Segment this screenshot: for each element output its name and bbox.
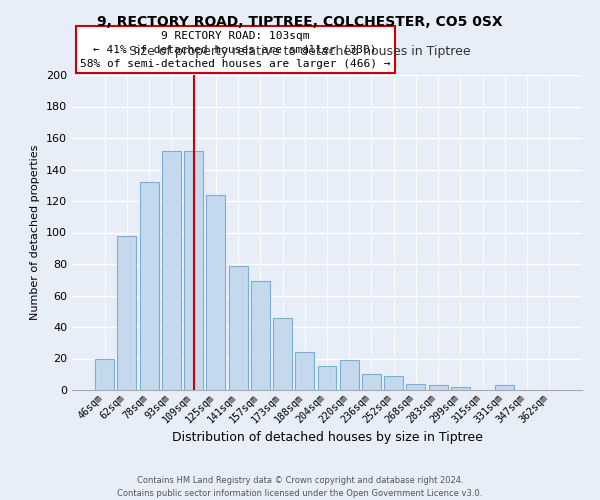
Bar [273, 318, 292, 390]
Text: Contains HM Land Registry data © Crown copyright and database right 2024.
Contai: Contains HM Land Registry data © Crown c… [118, 476, 482, 498]
Bar [384, 376, 403, 390]
Bar [451, 387, 470, 390]
Bar [340, 360, 359, 390]
Text: 9 RECTORY ROAD: 103sqm
← 41% of detached houses are smaller (330)
58% of semi-de: 9 RECTORY ROAD: 103sqm ← 41% of detached… [80, 30, 391, 68]
Bar [118, 236, 136, 390]
Bar [295, 352, 314, 390]
Y-axis label: Number of detached properties: Number of detached properties [31, 145, 40, 320]
Bar [406, 384, 425, 390]
X-axis label: Distribution of detached houses by size in Tiptree: Distribution of detached houses by size … [172, 431, 482, 444]
Bar [162, 150, 181, 390]
Text: Size of property relative to detached houses in Tiptree: Size of property relative to detached ho… [129, 45, 471, 58]
Bar [429, 386, 448, 390]
Bar [184, 150, 203, 390]
Bar [95, 358, 114, 390]
Text: 9, RECTORY ROAD, TIPTREE, COLCHESTER, CO5 0SX: 9, RECTORY ROAD, TIPTREE, COLCHESTER, CO… [97, 15, 503, 29]
Bar [229, 266, 248, 390]
Bar [140, 182, 158, 390]
Bar [251, 282, 270, 390]
Bar [362, 374, 381, 390]
Bar [206, 194, 225, 390]
Bar [496, 386, 514, 390]
Bar [317, 366, 337, 390]
